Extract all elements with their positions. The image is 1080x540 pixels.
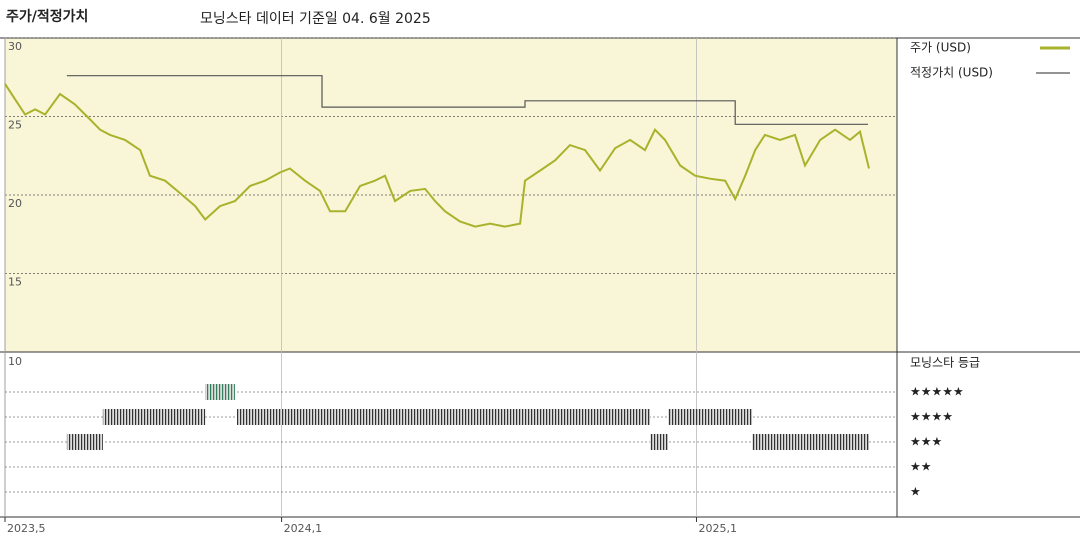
y-tick-label: 15 [8,276,22,289]
y-tick-label: 20 [8,197,22,210]
rating-title: 모닝스타 등급 [910,356,980,370]
rating-segment [668,409,753,425]
x-tick-label: 2024,1 [284,522,323,535]
y-tick-label: 30 [8,40,22,53]
rating-segment [205,384,235,400]
rating-segment [236,409,651,425]
rating-segment [752,434,869,450]
legend-label: 적정가치 (USD) [910,66,993,80]
rating-label: ★★★ [910,435,942,449]
x-tick-label: 2025,1 [698,522,737,535]
rating-label: ★ [910,485,921,499]
rating-label: ★★ [910,460,932,474]
x-tick-label: 2023,5 [7,522,46,535]
rating-segment [66,434,103,450]
series-line [66,75,868,125]
series-line [4,83,870,228]
rating-label: ★★★★★ [910,385,964,399]
rating-axis-label: 10 [8,355,22,368]
rating-segment [102,409,206,425]
rating-segment [650,434,669,450]
y-tick-label: 25 [8,119,22,132]
rating-label: ★★★★ [910,410,953,424]
chart-title: 주가/적정가치 [6,8,88,25]
chart-subtitle: 모닝스타 데이터 기준일 04. 6월 2025 [200,11,431,27]
legend-label: 주가 (USD) [910,41,971,55]
